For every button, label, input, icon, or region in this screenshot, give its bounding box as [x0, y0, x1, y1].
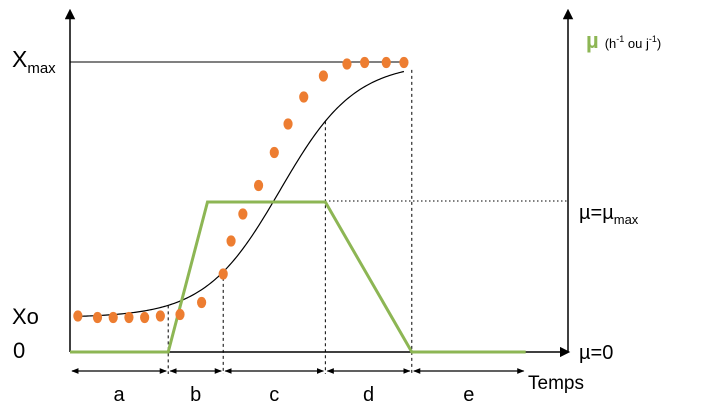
biomass-point-14: [299, 91, 309, 103]
biomass-point-19: [399, 56, 409, 69]
biomass-points: [73, 56, 409, 324]
mu-max-label: µ=µmax: [579, 202, 639, 227]
growth-curve: [77, 70, 405, 317]
biomass-point-0: [73, 310, 83, 322]
biomass-point-4: [140, 311, 150, 324]
phase-boundary-lines: [167, 69, 413, 374]
biomass-point-17: [360, 56, 370, 69]
x-axis-label: Temps: [528, 373, 584, 394]
biomass-point-3: [124, 311, 134, 324]
biomass-point-6: [175, 308, 185, 321]
xo-label: Xo: [12, 304, 39, 329]
biomass-point-12: [269, 146, 279, 159]
biomass-point-11: [253, 179, 264, 192]
mu-axis-label: µ (h-1 ou j-1): [586, 28, 661, 53]
phase-label-c: c: [269, 384, 279, 406]
xmax-label: Xmax: [12, 46, 56, 77]
mu-zero-label: µ=0: [579, 342, 613, 364]
biomass-point-13: [283, 118, 293, 130]
phase-label-d: d: [363, 384, 374, 406]
phase-label-e: e: [463, 384, 474, 406]
biomass-point-18: [381, 56, 391, 69]
biomass-point-1: [92, 311, 103, 324]
biomass-point-7: [197, 296, 207, 309]
phase-label-a: a: [114, 384, 126, 406]
biomass-point-16: [342, 58, 352, 70]
biomass-point-2: [108, 311, 118, 324]
biomass-point-10: [238, 208, 248, 220]
biomass-point-8: [218, 268, 228, 280]
phase-labels: a b c d e: [114, 384, 475, 406]
biomass-point-9: [226, 235, 236, 247]
mu-curve: [70, 200, 526, 354]
phase-label-b: b: [190, 384, 201, 406]
biomass-point-15: [318, 70, 328, 82]
biomass-point-5: [155, 310, 165, 322]
zero-label: 0: [13, 338, 25, 363]
